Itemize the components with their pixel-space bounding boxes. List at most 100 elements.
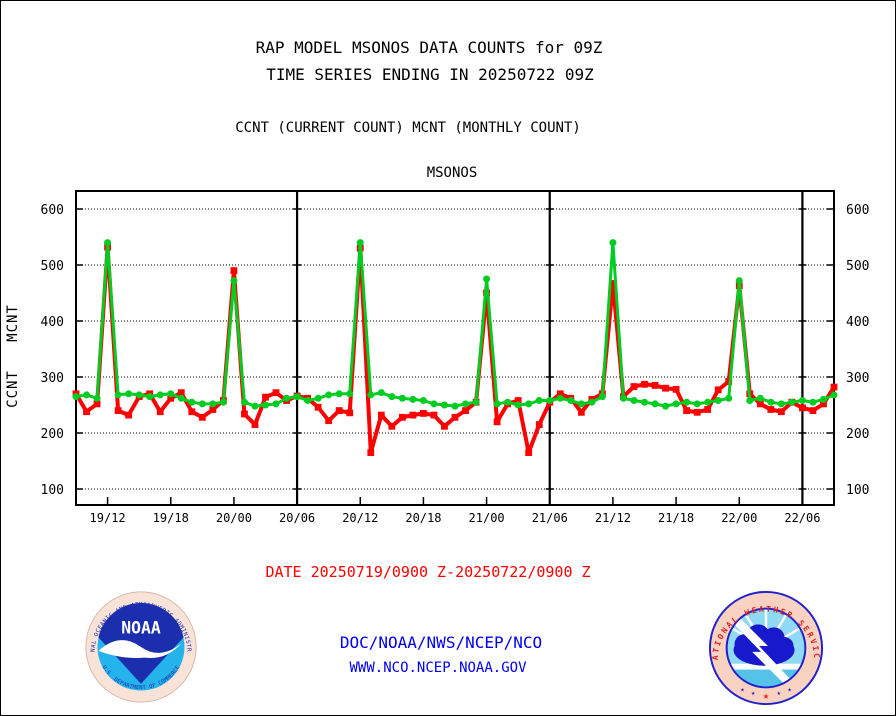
data-point-ccnt — [272, 389, 280, 397]
data-point-mcnt — [398, 394, 406, 402]
nws-stars: ★ ★ ★ ★ ★ — [740, 685, 791, 702]
data-point-ccnt — [388, 422, 396, 430]
data-point-mcnt — [272, 400, 280, 408]
data-point-mcnt — [335, 390, 343, 398]
data-point-mcnt — [262, 401, 269, 409]
data-point-mcnt — [735, 277, 743, 285]
data-point-ccnt — [556, 390, 564, 398]
noaa-logo: NATIONAL OCEANIC AND ATMOSPHERIC ADMINIS… — [83, 589, 197, 703]
data-point-mcnt — [577, 400, 585, 408]
data-point-mcnt — [230, 277, 238, 285]
data-point-ccnt — [514, 397, 522, 404]
plot-border — [75, 190, 835, 506]
data-point-mcnt — [125, 390, 133, 398]
data-point-mcnt — [504, 398, 512, 406]
data-point-ccnt — [430, 411, 438, 419]
y-axis-label-left: 100 — [41, 483, 64, 498]
data-point-ccnt — [420, 410, 427, 417]
data-point-ccnt — [714, 386, 722, 394]
noaa-wordmark: NOAA — [121, 618, 161, 637]
subtitle-legend: CCNT (CURRENT COUNT) MCNT (MONTHLY COUNT… — [235, 120, 581, 136]
data-point-ccnt — [188, 408, 196, 416]
data-point-mcnt — [156, 391, 164, 399]
data-point-mcnt — [167, 390, 175, 398]
timeseries-chart: 100 100 200 200 300 300 400 400 500 500 600 600 19/1… — [5, 165, 869, 525]
data-point-mcnt — [693, 400, 701, 408]
y-axis-label-left: 400 — [41, 315, 64, 330]
data-point-ccnt — [409, 411, 417, 419]
data-point-mcnt — [672, 400, 680, 408]
data-point-mcnt — [514, 401, 522, 409]
x-axis-label: 21/00 — [469, 511, 505, 525]
data-point-mcnt — [493, 400, 501, 408]
data-point-mcnt — [767, 398, 775, 406]
data-point-ccnt — [251, 421, 259, 428]
data-point-mcnt — [251, 402, 259, 410]
data-point-ccnt — [156, 408, 164, 416]
data-point-mcnt — [114, 391, 122, 399]
data-point-ccnt — [777, 408, 785, 416]
data-point-mcnt — [104, 239, 112, 247]
x-axis-label: 20/06 — [279, 511, 315, 525]
data-point-mcnt — [651, 400, 659, 408]
data-point-ccnt — [167, 394, 175, 402]
data-point-ccnt — [535, 421, 543, 428]
data-point-ccnt — [262, 393, 269, 401]
url-link: WWW.NCO.NCEP.NOAA.GOV — [349, 660, 527, 676]
star-icon: ★ — [777, 689, 781, 697]
data-point-mcnt — [556, 394, 564, 402]
data-point-mcnt — [177, 394, 185, 402]
data-point-mcnt — [304, 397, 312, 405]
nws-lightning-icon — [730, 614, 792, 685]
data-point-mcnt — [83, 391, 91, 399]
y-axis-label-left: 500 — [41, 259, 64, 274]
data-point-ccnt — [493, 418, 501, 426]
data-point-ccnt — [609, 280, 617, 287]
noaa-kite-shape — [98, 602, 184, 684]
data-point-mcnt — [704, 398, 712, 406]
data-point-ccnt — [325, 417, 333, 425]
data-point-mcnt — [809, 398, 817, 406]
y-axis-label-left: 300 — [41, 371, 64, 386]
nws-horizon-band — [727, 663, 805, 670]
data-point-mcnt — [240, 398, 248, 406]
data-point-ccnt — [799, 404, 806, 412]
data-point-mcnt — [609, 239, 617, 247]
data-point-mcnt — [356, 239, 364, 247]
y-axis-label-right: 100 — [846, 483, 869, 498]
data-point-mcnt — [567, 397, 575, 405]
y-axis-label-right: 300 — [846, 371, 869, 386]
date-range-label: DATE 20250719/0900 Z-20250722/0900 Z — [265, 563, 591, 581]
data-point-ccnt — [93, 400, 101, 408]
data-point-mcnt — [788, 398, 796, 406]
data-point-ccnt — [577, 408, 585, 416]
data-point-mcnt — [314, 394, 322, 402]
x-axis-label: 20/00 — [216, 511, 252, 525]
data-point-mcnt — [725, 394, 733, 402]
data-point-mcnt — [409, 395, 417, 403]
data-point-ccnt — [125, 411, 133, 419]
x-axis-label: 21/12 — [595, 511, 631, 525]
data-point-mcnt — [325, 391, 333, 399]
data-point-mcnt — [72, 393, 80, 401]
data-point-mcnt — [198, 400, 206, 408]
data-point-ccnt — [377, 411, 385, 419]
x-axis-label: 22/06 — [784, 511, 820, 525]
y-axis-name-mcnt: MCNT — [5, 304, 21, 342]
data-point-ccnt — [451, 413, 459, 421]
y-axis-label-right: 200 — [846, 427, 869, 442]
star-icon: ★ — [751, 689, 755, 697]
y-axis-name-ccnt: CCNT — [5, 370, 21, 408]
data-point-mcnt — [535, 397, 543, 405]
star-icon: ★ — [740, 685, 744, 693]
data-point-mcnt — [714, 397, 722, 405]
data-point-ccnt — [241, 410, 248, 418]
data-point-ccnt — [441, 422, 448, 430]
data-point-mcnt — [683, 398, 691, 406]
y-axis-label-left: 200 — [41, 427, 64, 442]
data-point-mcnt — [283, 394, 291, 402]
data-point-mcnt — [641, 398, 648, 406]
data-point-ccnt — [809, 407, 817, 414]
chart-title: MSONOS — [427, 165, 478, 181]
